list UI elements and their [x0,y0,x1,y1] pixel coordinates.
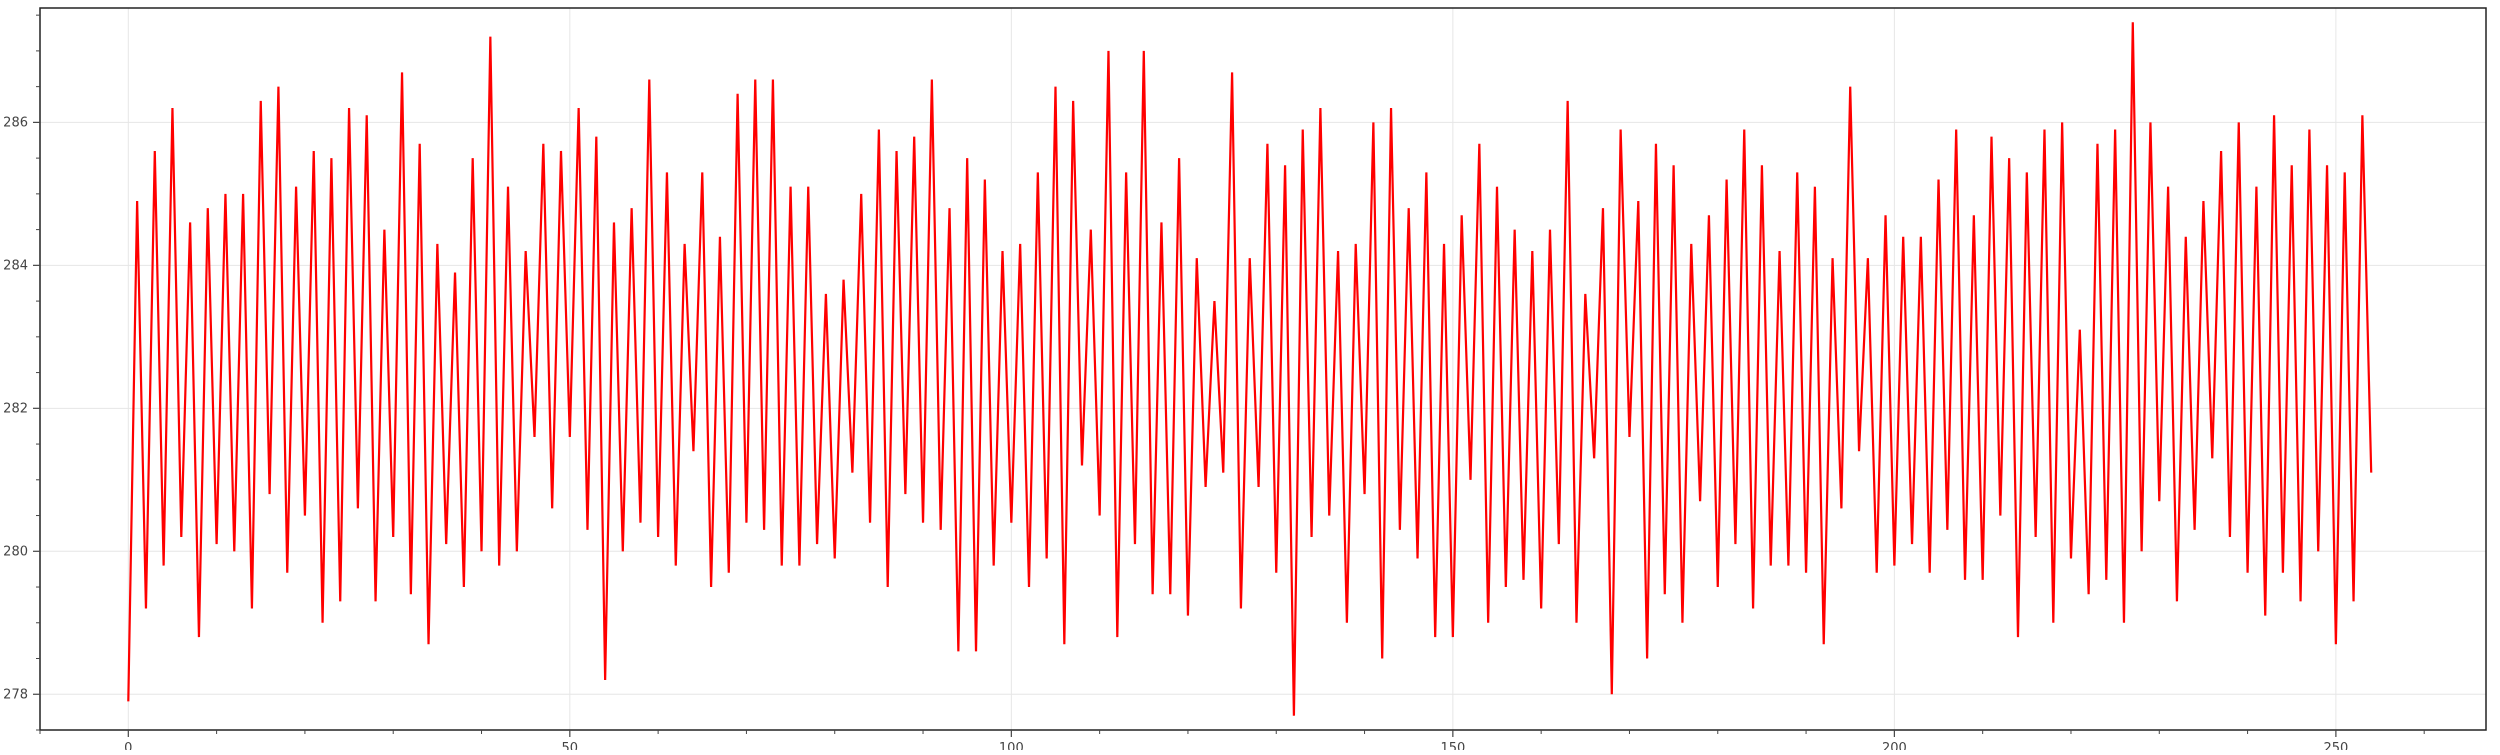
y-tick-label: 278 [3,687,28,702]
x-tick-label: 100 [999,741,1024,750]
x-tick-label: 200 [1882,741,1907,750]
y-tick-label: 282 [3,401,28,416]
tick-layer: 0 50 100 150 200 250 278 280 282 284 286 [3,14,2425,755]
grid-layer [40,8,2486,730]
y-tick-label: 286 [3,115,28,130]
x-tick-label: 0 [124,741,132,750]
x-tick-label: 150 [1440,741,1465,750]
x-tick-label: 50 [562,741,579,750]
y-tick-label: 280 [3,544,28,559]
series-layer [127,22,2373,716]
y-tick-label: 284 [3,258,28,273]
x-tick-label: 250 [2323,741,2348,750]
plot-frame [39,7,2487,731]
series-line [127,22,2373,716]
